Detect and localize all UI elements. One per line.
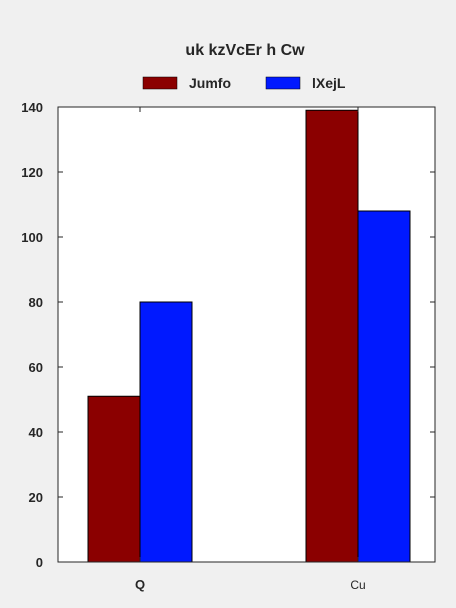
y-tick-label: 40	[29, 425, 43, 440]
y-axis: 0 20 40 60 80 100 120 140	[21, 100, 435, 570]
y-tick-label: 20	[29, 490, 43, 505]
y-tick-label: 100	[21, 230, 43, 245]
chart-title: uk kzVcEr h Cw	[185, 42, 305, 59]
legend-swatch-jumfo	[142, 76, 178, 90]
legend-label-jumfo: Jumfo	[189, 75, 231, 91]
y-tick-label: 140	[21, 100, 43, 115]
y-tick-label: 0	[36, 555, 43, 570]
bar-lxejl-q	[139, 301, 193, 563]
y-tick-label: 60	[29, 360, 43, 375]
y-tick-label: 120	[21, 165, 43, 180]
legend-swatch-lxejl	[265, 76, 301, 90]
bar-jumfo-cu	[305, 109, 359, 563]
x-axis: Q Cu	[135, 107, 366, 592]
bar-jumfo-q	[87, 395, 141, 563]
bar-lxejl-cu	[357, 210, 411, 563]
plot-frame	[57, 106, 436, 563]
x-tick-label: Q	[135, 577, 145, 592]
legend: Jumfo lXejL	[142, 75, 346, 91]
legend-label-lxejl: lXejL	[312, 75, 346, 91]
bars-layer	[87, 109, 411, 563]
x-tick-label: Cu	[350, 578, 365, 592]
y-tick-label: 80	[29, 295, 43, 310]
